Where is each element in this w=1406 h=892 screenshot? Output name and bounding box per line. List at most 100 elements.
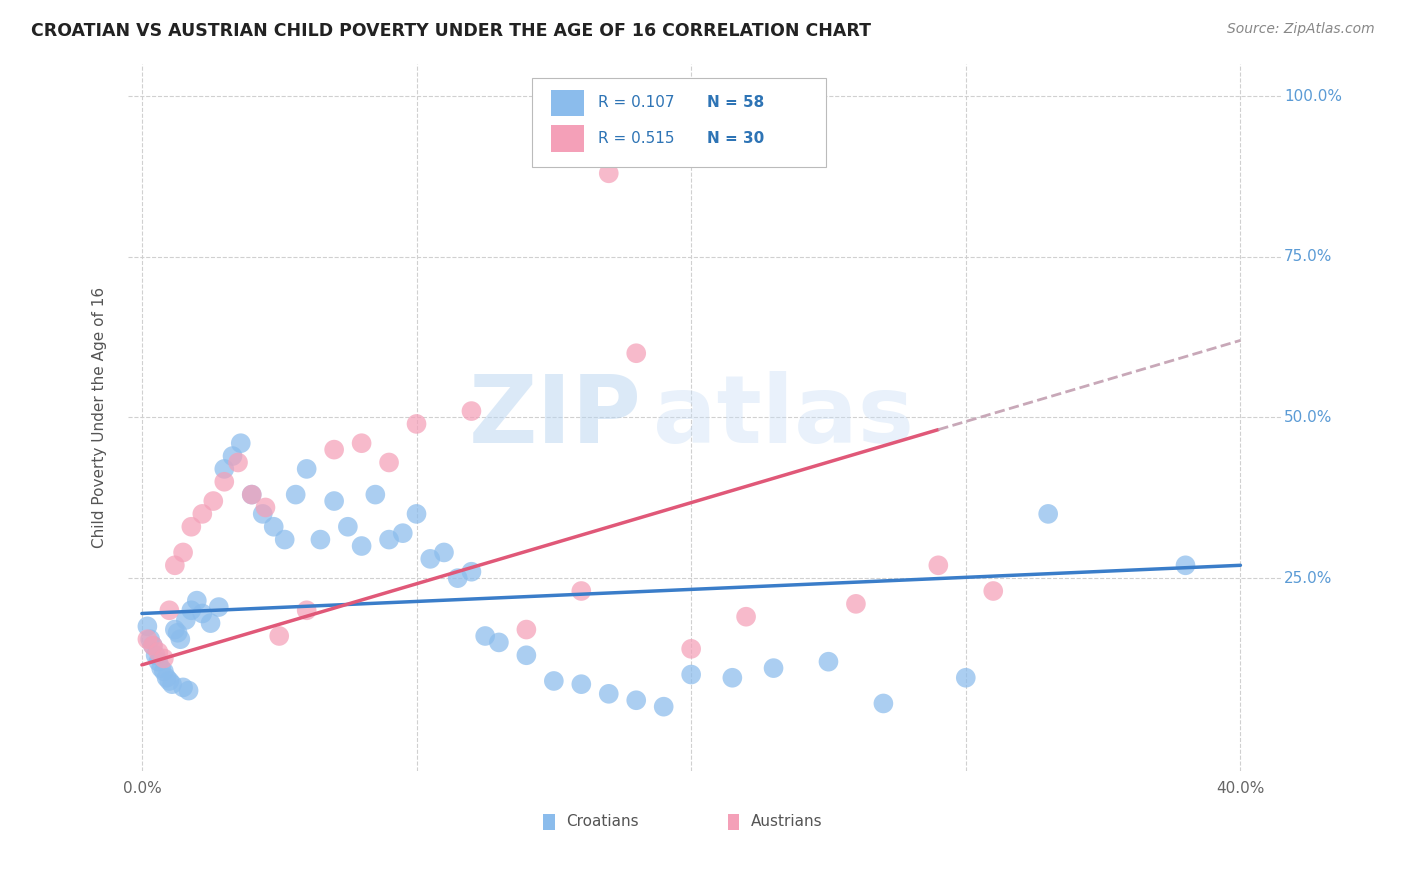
Text: CROATIAN VS AUSTRIAN CHILD POVERTY UNDER THE AGE OF 16 CORRELATION CHART: CROATIAN VS AUSTRIAN CHILD POVERTY UNDER… xyxy=(31,22,870,40)
FancyBboxPatch shape xyxy=(728,814,740,830)
Point xyxy=(172,681,194,695)
Point xyxy=(254,500,277,515)
Point xyxy=(200,616,222,631)
Point xyxy=(157,603,180,617)
Point xyxy=(626,693,648,707)
Point xyxy=(955,671,977,685)
Point xyxy=(156,671,179,685)
Point xyxy=(681,641,703,656)
Point xyxy=(142,639,165,653)
Point xyxy=(405,417,427,431)
Point xyxy=(148,645,170,659)
Point xyxy=(652,699,675,714)
Text: 50.0%: 50.0% xyxy=(1284,410,1333,425)
Point xyxy=(845,597,868,611)
Point xyxy=(153,651,176,665)
Point xyxy=(177,683,200,698)
Text: Croatians: Croatians xyxy=(567,814,638,830)
FancyBboxPatch shape xyxy=(551,125,583,152)
Point xyxy=(180,520,202,534)
Point xyxy=(273,533,295,547)
Text: R = 0.515: R = 0.515 xyxy=(598,131,673,145)
Point xyxy=(626,346,648,360)
Point xyxy=(226,455,249,469)
FancyBboxPatch shape xyxy=(543,814,555,830)
Point xyxy=(762,661,785,675)
Text: atlas: atlas xyxy=(652,371,914,464)
Point xyxy=(136,632,159,647)
Point xyxy=(515,623,537,637)
Point xyxy=(1038,507,1060,521)
Point xyxy=(447,571,470,585)
Point xyxy=(405,507,427,521)
Point xyxy=(927,558,949,573)
Point xyxy=(378,455,401,469)
Point xyxy=(391,526,413,541)
Point xyxy=(598,166,620,180)
Point xyxy=(364,487,387,501)
Point xyxy=(269,629,291,643)
Point xyxy=(180,603,202,617)
Point xyxy=(1174,558,1197,573)
Point xyxy=(142,639,165,653)
Point xyxy=(214,462,236,476)
Point xyxy=(488,635,510,649)
FancyBboxPatch shape xyxy=(551,89,583,116)
Point xyxy=(136,619,159,633)
FancyBboxPatch shape xyxy=(531,78,825,167)
Point xyxy=(240,487,263,501)
Text: R = 0.107: R = 0.107 xyxy=(598,95,673,111)
Point xyxy=(598,687,620,701)
Point xyxy=(569,677,592,691)
Point xyxy=(378,533,401,547)
Point xyxy=(681,667,703,681)
Point xyxy=(139,632,162,647)
Point xyxy=(350,539,373,553)
Point xyxy=(721,671,744,685)
Point xyxy=(252,507,274,521)
Text: Austrians: Austrians xyxy=(751,814,823,830)
Point xyxy=(208,600,231,615)
Point xyxy=(169,632,191,647)
Point xyxy=(735,609,758,624)
Point xyxy=(515,648,537,663)
Point xyxy=(543,673,565,688)
Point xyxy=(191,507,214,521)
Text: 25.0%: 25.0% xyxy=(1284,571,1333,586)
Point xyxy=(214,475,236,489)
Point xyxy=(569,584,592,599)
Text: 75.0%: 75.0% xyxy=(1284,250,1333,264)
Text: Source: ZipAtlas.com: Source: ZipAtlas.com xyxy=(1227,22,1375,37)
Point xyxy=(336,520,359,534)
Point xyxy=(166,625,188,640)
Point xyxy=(202,494,225,508)
Point xyxy=(157,673,180,688)
Point xyxy=(872,697,894,711)
Point xyxy=(474,629,496,643)
Y-axis label: Child Poverty Under the Age of 16: Child Poverty Under the Age of 16 xyxy=(93,287,107,548)
Point xyxy=(981,584,1004,599)
Point xyxy=(295,603,318,617)
Point xyxy=(263,520,285,534)
Point xyxy=(148,655,170,669)
Point xyxy=(221,449,243,463)
Point xyxy=(191,607,214,621)
Point xyxy=(419,552,441,566)
Point xyxy=(229,436,252,450)
Point xyxy=(350,436,373,450)
Point xyxy=(284,487,307,501)
Point xyxy=(323,494,346,508)
Point xyxy=(163,623,186,637)
Point xyxy=(145,648,167,663)
Text: ZIP: ZIP xyxy=(468,371,641,464)
Point xyxy=(174,613,197,627)
Text: 100.0%: 100.0% xyxy=(1284,88,1341,103)
Point xyxy=(433,545,456,559)
Point xyxy=(460,404,482,418)
Point xyxy=(172,545,194,559)
Point xyxy=(150,661,173,675)
Point xyxy=(163,558,186,573)
Point xyxy=(160,677,183,691)
Point xyxy=(240,487,263,501)
Point xyxy=(186,593,208,607)
